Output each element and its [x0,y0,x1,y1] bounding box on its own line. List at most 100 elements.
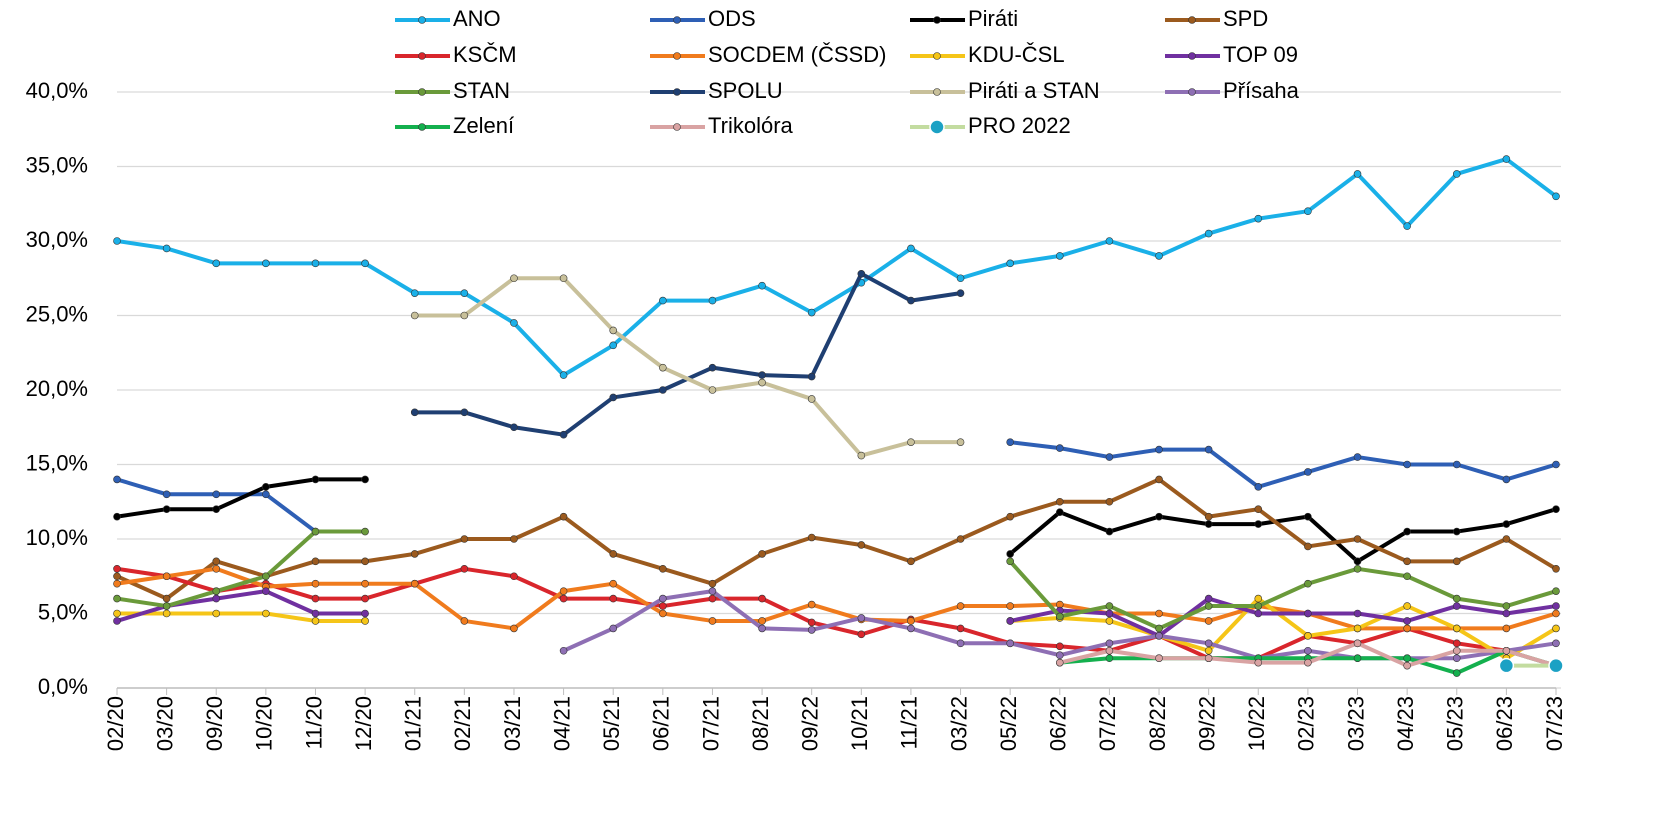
point [1105,654,1114,663]
x-tick-label: 11/21 [897,696,922,749]
point [1502,609,1511,618]
point [708,363,717,372]
point [410,289,419,297]
point [1006,512,1014,521]
point [1452,639,1461,648]
x-tick-label: 03/20 [152,696,177,751]
point [1552,505,1560,514]
x-tick-label: 09/22 [1194,696,1219,751]
point [1055,252,1064,260]
point [807,618,816,627]
x-tick-label: 07/21 [698,696,723,751]
point [212,587,221,595]
legend-label: PRO 2022 [968,113,1071,138]
series [113,155,1560,379]
point [212,594,221,603]
legend-marker [933,52,941,60]
point [1105,453,1114,461]
point [113,579,121,588]
point [1452,170,1461,178]
point [510,423,518,432]
line [116,157,1558,378]
point [758,594,766,603]
point [1353,535,1362,543]
point [659,609,667,618]
x-tick-label: 08/21 [748,696,773,751]
point [659,594,667,603]
point [1552,587,1560,595]
point [1353,557,1362,566]
point [609,594,618,603]
x-tick-label: 07/22 [1095,696,1120,751]
point [1006,557,1014,566]
legend-marker [1188,16,1196,24]
series [113,587,1560,640]
x-tick-label: 06/21 [649,696,674,751]
point [1452,602,1461,610]
point [758,624,766,633]
x-tick-label: 02/21 [450,696,475,751]
point [162,594,171,603]
point [1403,572,1411,581]
point [956,624,965,633]
point [1105,527,1114,536]
point [113,609,121,618]
point [1304,579,1312,588]
point [758,550,766,558]
legend-marker [933,16,941,24]
point [1552,624,1560,633]
point [262,572,270,581]
point [907,557,915,566]
legend-marker [673,123,681,131]
line [116,440,1557,534]
point [1254,214,1263,223]
x-tick-label: 09/20 [202,696,227,751]
point [1552,564,1560,573]
point [1204,639,1213,648]
point [1403,527,1411,536]
series [1055,639,1560,670]
point [1552,460,1560,469]
legend-label: ANO [453,6,501,31]
point [1055,651,1064,660]
point [510,624,518,633]
legend-marker [673,88,681,96]
point [113,617,121,625]
point [410,550,419,558]
point [1254,505,1263,514]
point [1204,602,1213,610]
line [117,596,1558,661]
point [807,626,816,634]
point [758,371,766,379]
point [1353,654,1362,663]
point [1353,624,1362,633]
legend-label: SPOLU [708,78,783,103]
point [1254,520,1263,528]
point [1105,237,1114,245]
legend-marker [929,119,945,135]
x-tick-label: 10/22 [1244,696,1269,751]
point [559,646,568,655]
series [113,527,1560,633]
point [1006,550,1014,558]
point [1452,557,1461,566]
point [460,617,469,625]
point [212,490,221,499]
point [1105,646,1114,655]
x-tick-label: 09/22 [798,696,823,751]
point [113,475,121,484]
point [460,311,469,320]
point [659,564,667,573]
point [1254,658,1263,667]
point [162,602,171,610]
point [1204,229,1213,238]
point [1452,669,1461,677]
x-tick-label: 03/23 [1343,696,1368,751]
point [1452,646,1461,655]
x-tick-label: 01/21 [401,696,426,751]
legend-marker [418,16,426,24]
point [907,244,915,253]
point [510,535,518,543]
point [1254,609,1263,618]
